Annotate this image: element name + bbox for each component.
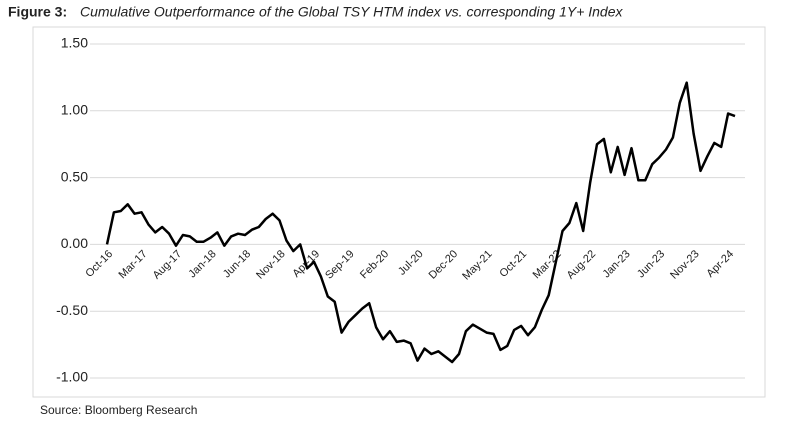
x-tick-label: Aug-17 (151, 248, 185, 282)
y-tick-label: 1.00 (61, 102, 88, 118)
line-series (105, 81, 736, 364)
x-tick-label: Aug-22 (565, 248, 599, 282)
y-tick-label: -0.50 (56, 302, 88, 318)
x-tick-label: Feb-20 (358, 248, 391, 281)
x-tick-label: Jan-23 (600, 248, 632, 280)
x-tick-label: May-21 (460, 248, 494, 282)
y-tick-label: 0.50 (61, 168, 88, 184)
y-tick-label: 1.50 (61, 35, 88, 51)
x-tick-label: Mar-17 (117, 248, 150, 281)
x-tick-label: Jun-18 (221, 248, 253, 280)
y-tick-label: -1.00 (56, 369, 88, 385)
x-tick-label: Jun-23 (635, 248, 667, 280)
x-tick-label: Dec-20 (427, 248, 461, 282)
x-tick-label: Jan-18 (186, 248, 218, 280)
title-label: Figure 3: (8, 4, 67, 20)
y-tick-label: 0.00 (61, 235, 88, 251)
x-tick-label: Nov-18 (254, 248, 288, 282)
source: Source: Bloomberg Research (40, 403, 197, 417)
x-tick-label: Oct-16 (83, 248, 115, 280)
x-tick-label: Jul-20 (396, 248, 426, 278)
x-tick-label: Nov-23 (668, 248, 702, 282)
chart-title: Cumulative Outperformance of the Global … (80, 4, 624, 20)
x-tick-label: Sep-19 (323, 248, 357, 282)
x-tick-label: Apr-24 (704, 248, 736, 280)
chart-border (32, 26, 766, 398)
x-tick-label: Oct-21 (497, 248, 529, 280)
